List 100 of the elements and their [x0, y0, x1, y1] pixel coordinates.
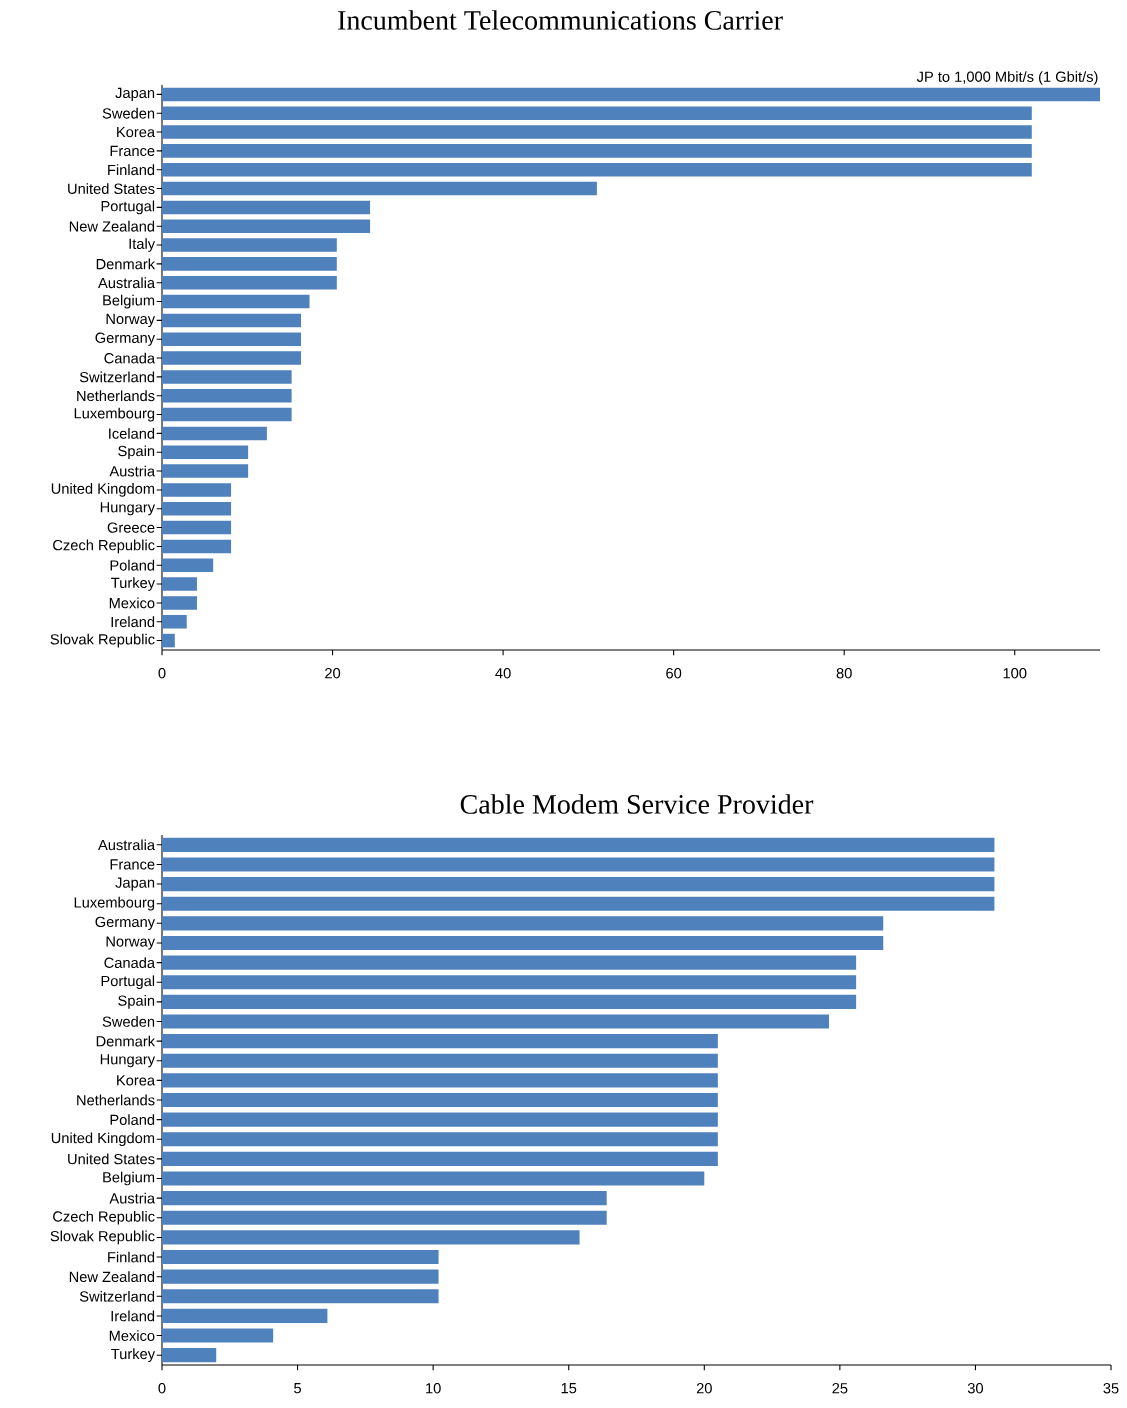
x-tick-label: 0 — [158, 1383, 166, 1394]
bar — [162, 106, 1032, 121]
bar — [162, 219, 371, 234]
x-tick-label: 60 — [666, 668, 682, 679]
y-tick-label: Korea — [117, 1075, 156, 1086]
bar — [162, 1171, 705, 1186]
bar — [162, 955, 857, 970]
y-tick-label: France — [110, 859, 155, 870]
y-tick-label: Slovak Republic — [50, 1230, 155, 1245]
y-tick-label: Luxembourg — [74, 896, 155, 911]
y-tick-label: Korea — [117, 126, 156, 138]
bar — [162, 614, 187, 629]
bar — [162, 994, 857, 1009]
bar — [162, 577, 197, 591]
bar — [162, 1308, 328, 1323]
bar — [162, 1132, 718, 1147]
y-tick-label: Canada — [104, 352, 156, 364]
y-tick-label: Sweden — [102, 107, 155, 119]
bar — [162, 257, 337, 271]
y-tick-label: Denmark — [96, 1035, 156, 1047]
y-tick-label: Hungary — [100, 1054, 156, 1068]
y-tick-label: Belgium — [103, 1171, 155, 1186]
x-tick-label: 35 — [1103, 1383, 1119, 1394]
y-tick-label: Netherlands — [77, 1094, 155, 1106]
bar — [162, 1112, 718, 1127]
y-tick-label: Sweden — [102, 1016, 155, 1027]
y-tick-label: Portugal — [101, 200, 155, 215]
y-tick-label: New Zealand — [69, 220, 155, 232]
bar — [162, 464, 249, 478]
bar — [162, 313, 301, 328]
bar — [162, 1151, 718, 1166]
y-tick-label: Ireland — [111, 616, 155, 628]
bar — [162, 975, 857, 990]
bar — [162, 200, 371, 215]
bar — [162, 596, 197, 610]
bar — [162, 483, 232, 497]
bar — [162, 520, 232, 535]
y-tick-label: Norway — [106, 936, 156, 950]
x-tick-label: 15 — [561, 1383, 577, 1394]
bar — [162, 238, 337, 252]
bar — [162, 351, 301, 365]
bar — [162, 896, 995, 911]
bar — [162, 445, 249, 460]
x-tick-label: 40 — [495, 668, 511, 679]
y-tick-label: Germany — [95, 332, 156, 346]
y-tick-label: Poland — [110, 559, 155, 571]
bar — [162, 275, 337, 290]
y-tick-label: Spain — [118, 445, 155, 460]
y-tick-label: France — [110, 145, 155, 157]
bar — [162, 87, 1101, 102]
y-tick-label: Austria — [109, 1192, 156, 1204]
y-tick-label: Hungary — [100, 502, 156, 516]
y-tick-label: Luxembourg — [74, 407, 155, 422]
bar — [162, 539, 232, 554]
y-tick-label: Iceland — [109, 428, 155, 439]
y-tick-label: Japan — [115, 87, 155, 101]
annotation: JP to 1,000 Mbit/s (1 Gbit/s) — [916, 71, 1098, 85]
bar — [162, 388, 292, 403]
y-tick-label: New Zealand — [69, 1271, 155, 1283]
bar — [162, 935, 884, 951]
x-tick-label: 10 — [426, 1383, 441, 1394]
y-tick-label: Spain — [118, 995, 155, 1009]
bar — [162, 837, 995, 852]
y-tick-label: Turkey — [111, 577, 156, 591]
y-tick-label: Australia — [98, 277, 156, 289]
chart-title: Cable Modem Service Provider — [460, 794, 814, 814]
bar — [162, 877, 995, 892]
bar — [162, 407, 292, 422]
bar — [162, 558, 214, 573]
chart-title: Incumbent Telecommunications Carrier — [338, 10, 783, 30]
bar — [162, 162, 1032, 177]
y-tick-label: Ireland — [111, 1310, 155, 1322]
y-tick-label: Denmark — [96, 258, 156, 270]
bar — [162, 1348, 217, 1363]
bar — [162, 1210, 607, 1225]
y-tick-label: Netherlands — [77, 390, 155, 402]
y-tick-label: United States — [68, 183, 155, 194]
y-tick-label: Germany — [95, 916, 156, 930]
bar — [162, 144, 1032, 158]
bar — [162, 916, 884, 931]
bar — [162, 633, 175, 648]
bar — [162, 1034, 718, 1049]
bar — [162, 426, 267, 441]
x-tick-label: 100 — [1003, 668, 1027, 679]
bar — [162, 1014, 830, 1029]
bar — [162, 294, 310, 309]
x-tick-label: 25 — [832, 1383, 848, 1394]
y-tick-label: Austria — [109, 465, 156, 477]
y-tick-label: Czech Republic — [53, 539, 155, 554]
y-tick-label: Finland — [108, 164, 155, 176]
y-tick-label: Czech Republic — [53, 1210, 155, 1225]
bar — [162, 1191, 607, 1206]
bar — [162, 1269, 439, 1284]
y-tick-label: Switzerland — [79, 1290, 155, 1302]
y-tick-label: Slovak Republic — [50, 633, 155, 648]
bar — [162, 332, 301, 347]
y-tick-label: Norway — [106, 313, 156, 327]
x-tick-label: 0 — [158, 668, 166, 679]
bar — [162, 857, 995, 872]
y-tick-label: Greece — [107, 522, 155, 533]
